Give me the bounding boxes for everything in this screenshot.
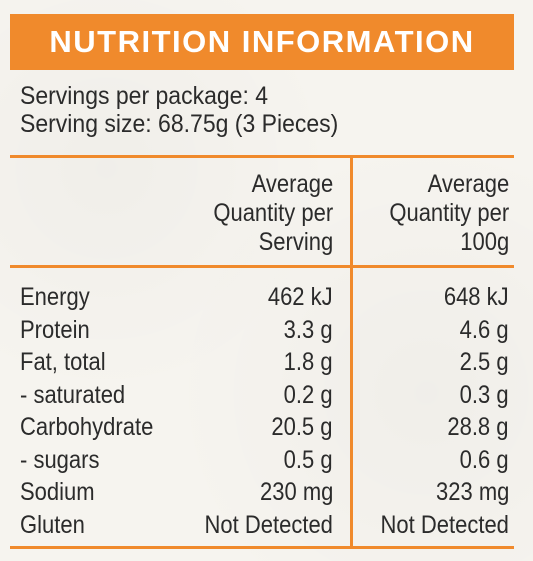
value-per-100g: 0.6 g	[460, 445, 509, 474]
header-line: 100g	[460, 228, 509, 256]
value-per-100g: 2.5 g	[460, 348, 509, 376]
nutrient-name: Sodium	[20, 478, 95, 506]
value-per-serving: 230 mg	[259, 478, 333, 506]
value-per-100g: 648 kJ	[444, 283, 509, 311]
serving-size: Serving size: 68.75g (3 Pieces)	[20, 110, 339, 138]
value-per-serving: Not Detected	[204, 510, 333, 539]
table-row: - sugars 0.5 g 0.6 g	[0, 445, 533, 478]
value-per-serving: 1.8 g	[284, 348, 333, 376]
nutrient-name: Protein	[20, 315, 90, 344]
title-bar: NUTRITION INFORMATION	[10, 14, 514, 70]
table-row: Protein 3.3 g 4.6 g	[0, 315, 533, 348]
value-per-100g: Not Detected	[380, 510, 509, 539]
header-per-serving: Average Quantity per Serving	[213, 170, 333, 257]
value-per-serving: 3.3 g	[284, 315, 333, 344]
header-line: Serving	[258, 228, 333, 256]
table-row: - saturated 0.2 g 0.3 g	[0, 380, 533, 413]
value-per-100g: 323 mg	[435, 478, 509, 506]
table-row: Energy 462 kJ 648 kJ	[0, 282, 533, 315]
panel-title: NUTRITION INFORMATION	[49, 24, 475, 59]
nutrient-name: - sugars	[20, 445, 100, 474]
nutrient-name: - saturated	[20, 380, 126, 409]
top-divider	[10, 155, 514, 158]
value-per-serving: 20.5 g	[271, 413, 333, 441]
column-divider	[350, 158, 353, 546]
value-per-100g: 0.3 g	[460, 380, 509, 409]
value-per-serving: 0.2 g	[284, 380, 333, 409]
bottom-divider	[10, 546, 514, 549]
header-line: Average	[427, 170, 509, 198]
header-line: Quantity per	[389, 199, 509, 227]
nutrient-name: Gluten	[20, 510, 85, 539]
header-line: Quantity per	[213, 199, 333, 227]
header-per-100g: Average Quantity per 100g	[389, 170, 509, 257]
nutrient-name: Energy	[20, 283, 90, 311]
value-per-100g: 28.8 g	[447, 413, 509, 441]
nutrient-name: Carbohydrate	[20, 413, 154, 441]
header-line: Average	[251, 170, 333, 198]
header-divider	[10, 265, 514, 268]
value-per-serving: 0.5 g	[284, 445, 333, 474]
value-per-serving: 462 kJ	[268, 283, 333, 311]
table-row: Gluten Not Detected Not Detected	[0, 510, 533, 543]
value-per-100g: 4.6 g	[460, 315, 509, 344]
table-row: Fat, total 1.8 g 2.5 g	[0, 347, 533, 380]
servings-per-package: Servings per package: 4	[20, 82, 269, 110]
nutrient-name: Fat, total	[20, 348, 106, 376]
table-row: Carbohydrate 20.5 g 28.8 g	[0, 412, 533, 445]
serving-info: Servings per package: 4 Serving size: 68…	[20, 82, 338, 138]
table-row: Sodium 230 mg 323 mg	[0, 477, 533, 510]
nutrient-rows: Energy 462 kJ 648 kJ Protein 3.3 g 4.6 g…	[0, 282, 533, 542]
